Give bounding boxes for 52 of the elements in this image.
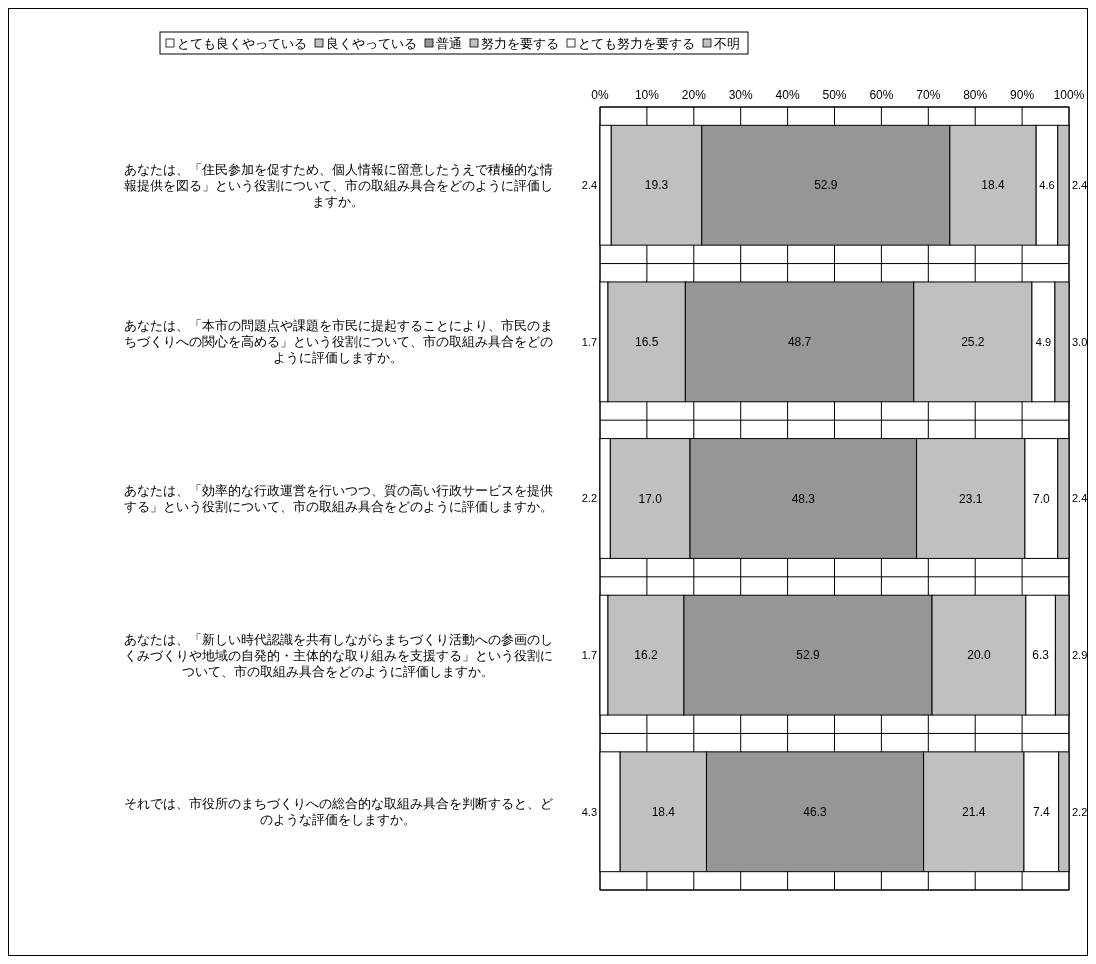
legend-label: とても良くやっている bbox=[177, 35, 307, 51]
data-label: 48.7 bbox=[787, 335, 812, 350]
data-label: 16.2 bbox=[634, 648, 658, 663]
x-tick-label: 100% bbox=[1053, 88, 1085, 102]
data-label: 6.3 bbox=[1032, 648, 1050, 663]
data-label: 21.4 bbox=[962, 804, 986, 819]
x-tick-label: 60% bbox=[869, 88, 894, 102]
x-tick-label: 50% bbox=[822, 88, 847, 102]
data-label: 7.0 bbox=[1032, 491, 1050, 506]
legend-label: とても努力を要する bbox=[578, 35, 695, 51]
legend-label: 不明 bbox=[714, 35, 740, 51]
data-label: 4.3 bbox=[581, 805, 597, 818]
data-label: 2.2 bbox=[1072, 805, 1088, 818]
x-tick-label: 70% bbox=[916, 88, 941, 102]
x-tick-label: 0% bbox=[591, 88, 609, 102]
data-label: 46.3 bbox=[803, 804, 828, 819]
x-tick-label: 10% bbox=[634, 88, 660, 102]
data-label: 52.9 bbox=[814, 178, 838, 193]
data-label: 4.9 bbox=[1035, 335, 1052, 348]
data-label: 48.3 bbox=[791, 491, 816, 506]
data-label: 2.9 bbox=[1072, 648, 1088, 661]
data-label: 3.0 bbox=[1072, 335, 1088, 348]
data-label: 1.7 bbox=[581, 335, 597, 348]
data-label: 52.9 bbox=[796, 648, 820, 663]
y-tick-label: あなたは、「住民参加を促すため、個人情報に留意したうえで積極的な情報提供を図る」という役割について、市の取組み具合をどのように評価しますか。 bbox=[123, 162, 553, 209]
data-label: 2.4 bbox=[1072, 179, 1088, 192]
y-tick-label: あなたは、「本市の問題点や課題を市民に提起することにより、市民のまちづくりへの関心を高める」という役割について、市の取組み具合をどのように評価しますか。 bbox=[123, 319, 553, 366]
legend-label: 良くやっている bbox=[326, 35, 417, 51]
x-tick-label: 20% bbox=[681, 88, 707, 102]
data-label: 7.4 bbox=[1032, 804, 1050, 819]
data-label: 25.2 bbox=[961, 335, 985, 350]
data-label: 2.4 bbox=[581, 179, 597, 192]
legend-label: 普通 bbox=[436, 35, 462, 51]
x-tick-label: 40% bbox=[775, 88, 800, 102]
data-label: 18.4 bbox=[981, 178, 1006, 193]
data-label: 16.5 bbox=[634, 335, 659, 350]
data-label: 23.1 bbox=[959, 491, 983, 506]
y-tick-label: あなたは、「新しい時代認識を共有しながらまちづくり活動への参画のしくみづくりや地域の自発的・主体的な取り組みを支援する」という役割について、市の取組み具合をどのように評価しますか。 bbox=[123, 632, 553, 679]
x-tick-label: 30% bbox=[728, 88, 754, 102]
data-label: 17.0 bbox=[638, 491, 663, 506]
x-tick-label: 80% bbox=[963, 88, 988, 102]
data-label: 2.2 bbox=[581, 492, 597, 505]
data-label: 18.4 bbox=[651, 804, 676, 819]
data-label: 4.6 bbox=[1039, 179, 1055, 192]
y-tick-label: あなたは、「効率的な行政運営を行いつつ、質の高い行政サービスを提供する」という役割について、市の取組み具合をどのように評価しますか。 bbox=[123, 482, 553, 514]
data-label: 1.7 bbox=[581, 648, 597, 661]
legend-label: 努力を要する bbox=[481, 35, 559, 51]
data-label: 19.3 bbox=[644, 178, 669, 193]
data-label: 20.0 bbox=[967, 648, 991, 663]
data-label: 2.4 bbox=[1072, 492, 1088, 505]
y-tick-label: それでは、市役所のまちづくりへの総合的な取組み具合を判断すると、どのような評価をしますか。 bbox=[123, 797, 553, 828]
x-tick-label: 90% bbox=[1010, 88, 1035, 102]
